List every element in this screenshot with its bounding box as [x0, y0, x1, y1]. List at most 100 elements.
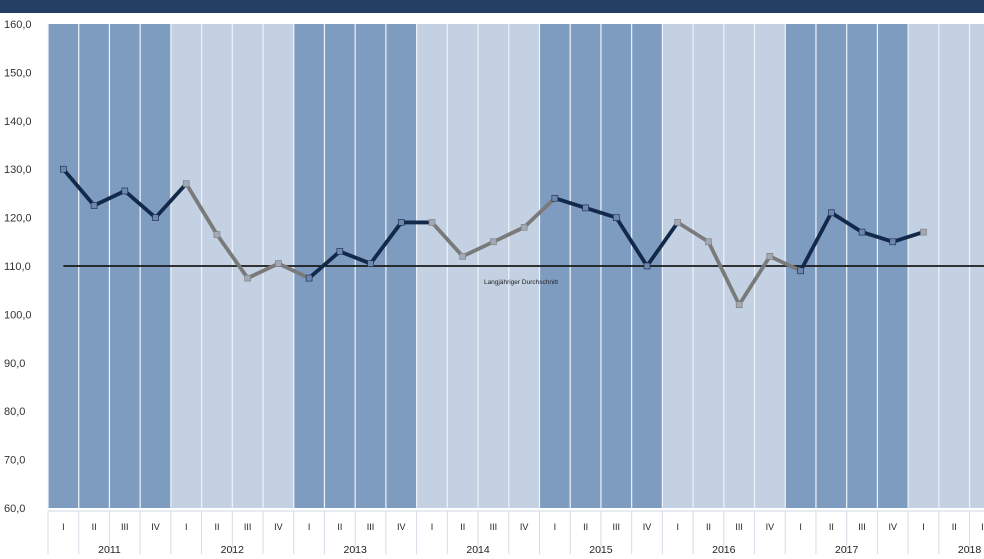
- data-point: [828, 209, 835, 217]
- series-segment: [522, 196, 557, 230]
- series-segment: [767, 254, 803, 273]
- reference-line-label: Langjähriger Durchschnitt: [484, 279, 558, 286]
- series-segment: [307, 249, 342, 281]
- x-quarter-label: IV: [151, 522, 160, 532]
- x-quarter-label: III: [367, 522, 375, 532]
- x-year-label: 2015: [589, 544, 613, 554]
- data-point: [152, 214, 159, 221]
- data-point: [490, 238, 497, 246]
- series-segment: [552, 196, 588, 210]
- series-segment: [860, 230, 895, 244]
- y-tick-label: 160,0: [4, 19, 32, 31]
- x-quarter-label: I: [185, 522, 188, 532]
- x-quarter-label: II: [706, 522, 711, 532]
- series-segment: [890, 230, 926, 244]
- x-year-label: 2011: [98, 544, 121, 554]
- x-quarter-label: III: [981, 522, 984, 532]
- x-quarter-label: III: [490, 522, 498, 532]
- data-point: [182, 180, 190, 188]
- x-quarter-label: II: [337, 522, 342, 532]
- x-year-label: 2012: [221, 544, 245, 554]
- y-tick-label: 60,0: [4, 503, 25, 515]
- data-point: [520, 223, 528, 231]
- series-segment: [614, 215, 649, 268]
- series-segment: [215, 232, 250, 281]
- data-point: [705, 238, 712, 246]
- data-point: [244, 274, 251, 282]
- x-year-label: 2018: [958, 544, 982, 554]
- x-quarter-label: III: [735, 522, 743, 532]
- data-point: [674, 219, 682, 226]
- series-segment: [706, 239, 742, 307]
- x-quarter-label: I: [431, 522, 434, 532]
- x-quarter-label: I: [554, 522, 557, 532]
- x-year-label: 2013: [344, 544, 368, 554]
- x-quarter-label: III: [613, 522, 621, 532]
- data-point: [582, 204, 589, 212]
- series-segment: [184, 181, 219, 237]
- series-segment: [245, 261, 281, 281]
- data-point: [612, 214, 620, 221]
- data-point: [459, 253, 467, 260]
- data-point: [213, 231, 221, 238]
- data-point: [797, 267, 804, 275]
- x-quarter-label: IV: [766, 522, 775, 532]
- series-segment: [368, 220, 404, 266]
- x-quarter-label: II: [952, 522, 957, 532]
- x-quarter-label: III: [121, 522, 129, 532]
- axes: 60,0 70,0 80,0 90,0 100,0 110,0 120,0 130,0 140,…: [4, 19, 984, 556]
- x-quarter-label: I: [799, 522, 802, 532]
- reference-line-group: Langjähriger Durchschnitt: [63, 265, 984, 286]
- data-point: [735, 301, 743, 309]
- series-segment: [583, 206, 619, 220]
- y-tick-label: 70,0: [4, 455, 25, 467]
- x-quarter-label: I: [62, 522, 65, 532]
- series-segment: [675, 220, 711, 244]
- series-segment: [153, 181, 189, 220]
- data-point: [889, 238, 897, 246]
- series-segment: [92, 189, 127, 208]
- series-segment: [829, 210, 864, 235]
- data-point: [920, 228, 927, 236]
- x-quarter-label: I: [676, 522, 679, 532]
- x-quarter-label: II: [829, 522, 834, 532]
- y-tick-label: 80,0: [4, 406, 25, 418]
- x-quarter-label: IV: [643, 522, 652, 532]
- y-tick-label: 150,0: [4, 67, 32, 79]
- data-point: [397, 219, 405, 226]
- series-segment: [430, 220, 465, 259]
- x-quarter-label: II: [214, 522, 219, 532]
- y-tick-label: 140,0: [4, 116, 32, 128]
- x-quarter-label: III: [858, 522, 866, 532]
- series-segment: [276, 261, 312, 281]
- data-point: [551, 194, 559, 202]
- series-segment: [645, 220, 680, 268]
- series-segment: [61, 167, 96, 208]
- x-quarter-label: I: [308, 522, 311, 532]
- data-point: [367, 260, 374, 267]
- series-segment: [337, 249, 373, 266]
- x-quarter-label: I: [922, 522, 925, 532]
- y-tick-label: 110,0: [4, 261, 31, 273]
- data-point: [90, 202, 98, 209]
- series-segment: [737, 254, 772, 307]
- data-point: [858, 228, 866, 236]
- x-quarter-label: II: [92, 522, 97, 532]
- x-quarter-label: IV: [520, 522, 529, 532]
- data-point: [643, 262, 651, 270]
- data-point: [121, 187, 129, 195]
- data-point: [305, 274, 313, 282]
- x-quarter-label: IV: [889, 522, 898, 532]
- x-quarter-label: III: [244, 522, 252, 532]
- y-tick-label: 120,0: [4, 213, 32, 225]
- x-quarter-label: II: [583, 522, 588, 532]
- x-year-label: 2014: [466, 544, 490, 554]
- series-segment: [491, 225, 527, 244]
- data-point: [428, 219, 436, 226]
- y-tick-label: 90,0: [4, 358, 25, 370]
- series-segment: [798, 210, 834, 273]
- series-segment: [460, 239, 496, 259]
- x-quarter-label: IV: [274, 522, 283, 532]
